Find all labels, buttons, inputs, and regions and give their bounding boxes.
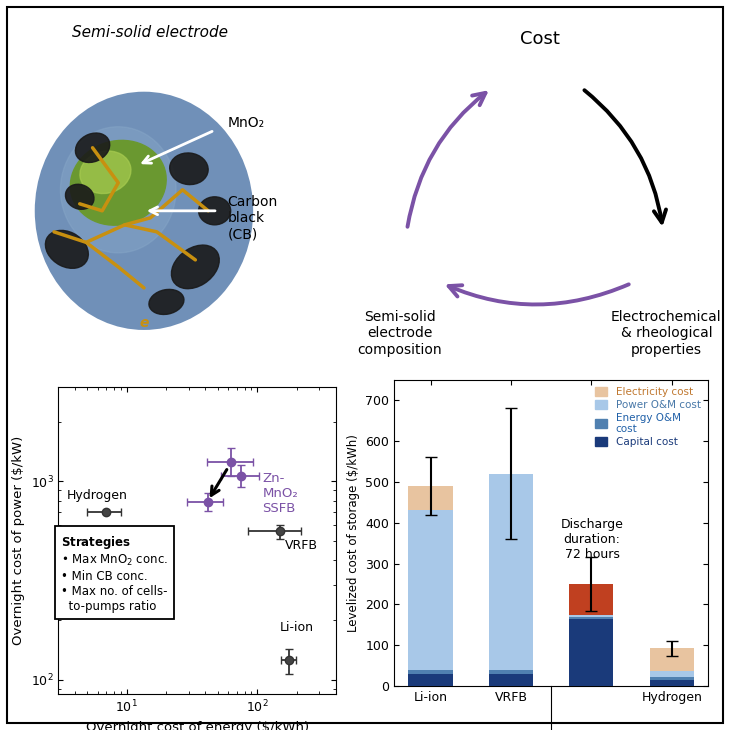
Legend: Electricity cost, Power O&M cost, Energy O&M
cost, Capital cost: Electricity cost, Power O&M cost, Energy… [593,385,703,449]
Bar [650,680,694,686]
Bar [409,674,453,686]
Bar [569,584,613,615]
Bar [650,677,694,680]
Bar [409,486,453,510]
Ellipse shape [169,153,208,185]
Bar [650,671,694,677]
Bar [489,674,533,686]
Text: Zn-MnO₂ SSFB: Zn-MnO₂ SSFB [502,729,601,730]
Text: Hydrogen: Hydrogen [67,488,128,502]
Text: MnO₂: MnO₂ [228,116,264,130]
Text: Zn-
MnO₂
SSFB: Zn- MnO₂ SSFB [263,472,299,515]
Circle shape [61,127,176,253]
Text: $\mathbf{Strategies}$
• Max MnO$_2$ conc.
• Min CB conc.
• Max no. of cells-
  t: $\mathbf{Strategies}$ • Max MnO$_2$ conc… [61,534,168,613]
Text: Li-ion: Li-ion [280,621,314,634]
Text: Discharge
duration:
72 hours: Discharge duration: 72 hours [561,518,623,561]
Bar [569,619,613,686]
Bar [569,617,613,619]
Bar [409,670,453,674]
Bar [489,670,533,674]
Ellipse shape [199,197,231,225]
Text: Semi-solid
electrode
composition: Semi-solid electrode composition [358,310,442,356]
Text: Cost: Cost [520,30,560,48]
Ellipse shape [45,231,88,269]
Circle shape [35,92,253,330]
Y-axis label: Levelized cost of storage ($/kWh): Levelized cost of storage ($/kWh) [347,434,360,632]
Ellipse shape [75,133,110,163]
Ellipse shape [149,289,184,315]
Text: VRFB: VRFB [285,539,318,553]
Ellipse shape [70,140,166,225]
Ellipse shape [80,151,131,193]
Bar [650,648,694,671]
Bar [489,474,533,670]
Text: Semi-solid electrode: Semi-solid electrode [72,25,228,40]
Y-axis label: Overnight cost of power ($/kW): Overnight cost of power ($/kW) [12,436,25,645]
X-axis label: Overnight cost of energy ($/kWh): Overnight cost of energy ($/kWh) [85,721,309,730]
Text: e: e [139,316,149,330]
Text: Carbon
black
(CB): Carbon black (CB) [228,195,277,241]
Ellipse shape [172,245,219,288]
Ellipse shape [66,184,94,210]
Bar [569,615,613,617]
Text: Electrochemical
& rheological
properties: Electrochemical & rheological properties [611,310,722,356]
Bar [409,510,453,670]
